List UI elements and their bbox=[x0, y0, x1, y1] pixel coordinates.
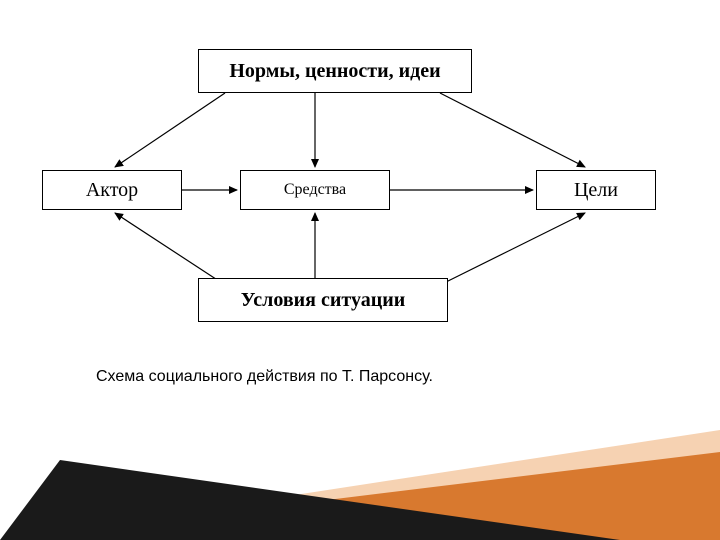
diagram-stage: Нормы, ценности, идеи Актор Средства Цел… bbox=[0, 0, 720, 540]
decorative-wedge bbox=[0, 0, 720, 540]
